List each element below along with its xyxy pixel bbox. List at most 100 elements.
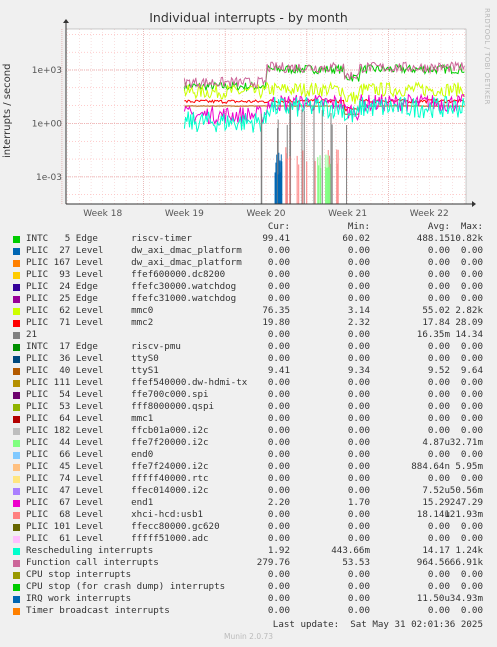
legend-row: PLIC 24 Edge ffefc30000.watchdog 0.00 0.00… bbox=[0, 281, 497, 293]
legend-row: PLIC 47 Level ffec014000.i2c 0.00 0.00 7.52… bbox=[0, 485, 497, 497]
legend-value-min: 0.00 bbox=[347, 521, 370, 532]
legend-value-max: 0.00 bbox=[460, 425, 483, 436]
y-tick-label: 1e+03 bbox=[32, 66, 62, 76]
x-tick-label: Week 18 bbox=[83, 209, 122, 219]
legend-row: PLIC 74 Level fffff40000.rtc 0.00 0.00 0.00… bbox=[0, 473, 497, 485]
legend-value-min: 2.32 bbox=[347, 317, 370, 328]
legend-row: PLIC 45 Level ffe7f24000.i2c 0.00 0.00 884.… bbox=[0, 461, 497, 473]
legend-value-cur: 2.20 bbox=[267, 497, 290, 508]
legend-swatch bbox=[13, 248, 20, 255]
legend-row: 21 0.00 0.00 16.35m 14.34 bbox=[0, 329, 497, 341]
legend-value-max: 0.00 bbox=[460, 581, 483, 592]
legend-row: PLIC 36 Level ttyS0 0.00 0.00 0.00 0.00 bbox=[0, 353, 497, 365]
legend-value-min: 0.00 bbox=[347, 473, 370, 484]
legend-value-min: 0.00 bbox=[347, 593, 370, 604]
legend-value-max: 1.24k bbox=[455, 545, 483, 556]
legend-value-cur: 0.00 bbox=[267, 413, 290, 424]
legend-row: PLIC 111 Level ffef540000.dw-hdmi-tx 0.00… bbox=[0, 377, 497, 389]
legend-value-cur: 0.00 bbox=[267, 329, 290, 340]
legend-value-cur: 0.00 bbox=[267, 281, 290, 292]
legend-value-avg: 9.52 bbox=[427, 365, 450, 376]
legend-value-min: 0.00 bbox=[347, 341, 370, 352]
y-tick-label: 1e-03 bbox=[36, 173, 62, 183]
legend-header-max: Max: bbox=[460, 221, 483, 232]
legend-value-avg: 0.00 bbox=[427, 245, 450, 256]
chart-title: Individual interrupts - by month bbox=[149, 10, 348, 25]
legend-series-name: PLIC 66 Level end0 bbox=[26, 449, 154, 460]
legend-series-name: PLIC 25 Edge ffefc31000.watchdog bbox=[26, 293, 237, 304]
legend-swatch bbox=[13, 476, 20, 483]
legend-value-avg: 0.00 bbox=[427, 521, 450, 532]
legend-value-min: 0.00 bbox=[347, 245, 370, 256]
legend-series-name: PLIC 45 Level ffe7f24000.i2c bbox=[26, 461, 209, 472]
legend-swatch bbox=[13, 416, 20, 423]
legend-row: PLIC 167 Level dw_axi_dmac_platform 0.00 0… bbox=[0, 257, 497, 269]
series-line-26 bbox=[183, 96, 465, 133]
legend-swatch bbox=[13, 368, 20, 375]
legend-row: PLIC 66 Level end0 0.00 0.00 0.00 0.00 bbox=[0, 449, 497, 461]
legend-swatch bbox=[13, 356, 20, 363]
x-tick-label: Week 22 bbox=[410, 209, 449, 219]
legend-swatch bbox=[13, 332, 20, 339]
legend-swatch bbox=[13, 284, 20, 291]
legend-row: PLIC 93 Level ffef600000.dc8200 0.00 0.00 0… bbox=[0, 269, 497, 281]
legend-series-name: PLIC 44 Level ffe7f20000.i2c bbox=[26, 437, 209, 448]
legend-value-min: 0.00 bbox=[347, 293, 370, 304]
legend-row: PLIC 71 Level mmc2 19.80 2.32 17.84 28.09 bbox=[0, 317, 497, 329]
legend-value-min: 53.53 bbox=[342, 557, 370, 568]
legend-swatch bbox=[13, 236, 20, 243]
legend-series-name: PLIC 27 Level dw_axi_dmac_platform bbox=[26, 245, 242, 256]
legend-row: PLIC 182 Level ffcb01a000.i2c 0.00 0.00 0.0… bbox=[0, 425, 497, 437]
legend-swatch bbox=[13, 260, 20, 267]
legend-value-avg: 11.50u bbox=[416, 593, 450, 604]
legend-value-avg: 0.00 bbox=[427, 425, 450, 436]
legend-value-min: 443.66m bbox=[331, 545, 370, 556]
legend-value-min: 0.00 bbox=[347, 581, 370, 592]
vendor-watermark: RRDTOOL / TOBI OETIKER bbox=[483, 8, 491, 105]
legend-series-name: PLIC 36 Level ttyS0 bbox=[26, 353, 159, 364]
legend-value-cur: 0.00 bbox=[267, 377, 290, 388]
legend-row: IRQ work interrupts 0.00 0.00 11.50u 34.93m bbox=[0, 593, 497, 605]
legend-series-name: PLIC 54 Level ffe700c000.spi bbox=[26, 389, 209, 400]
legend-header-avg: Avg: bbox=[427, 221, 450, 232]
legend-value-avg: 964.56 bbox=[416, 557, 450, 568]
legend-value-max: 0.00 bbox=[460, 521, 483, 532]
legend-rows: INTC 5 Edge riscv-timer 99.41 60.02 488.15 1… bbox=[0, 233, 497, 617]
legend-value-max: 0.00 bbox=[460, 281, 483, 292]
legend-value-cur: 0.00 bbox=[267, 293, 290, 304]
legend-row: PLIC 40 Level ttyS1 9.41 9.34 9.52 9.64 bbox=[0, 365, 497, 377]
legend-value-avg: 0.00 bbox=[427, 281, 450, 292]
legend: Cur: Min: Avg: Max: INTC 5 Edge riscv-ti… bbox=[0, 221, 497, 617]
legend-value-cur: 0.00 bbox=[267, 605, 290, 616]
legend-swatch bbox=[13, 404, 20, 411]
legend-swatch bbox=[13, 296, 20, 303]
legend-value-avg: 17.84 bbox=[422, 317, 450, 328]
legend-value-max: 34.93m bbox=[449, 593, 483, 604]
legend-value-max: 0.00 bbox=[460, 533, 483, 544]
legend-value-cur: 0.00 bbox=[267, 461, 290, 472]
legend-series-name: 21 bbox=[26, 329, 38, 340]
legend-value-min: 0.00 bbox=[347, 353, 370, 364]
legend-swatch bbox=[13, 500, 20, 507]
last-update: Last update: Sat May 31 02:01:36 2025 bbox=[272, 619, 483, 630]
legend-swatch bbox=[13, 428, 20, 435]
legend-value-cur: 0.00 bbox=[267, 341, 290, 352]
legend-value-min: 0.00 bbox=[347, 269, 370, 280]
legend-value-cur: 0.00 bbox=[267, 437, 290, 448]
legend-header-cur: Cur: bbox=[267, 221, 290, 232]
legend-series-name: PLIC 67 Level end1 bbox=[26, 497, 154, 508]
legend-header-min: Min: bbox=[347, 221, 370, 232]
legend-value-min: 0.00 bbox=[347, 437, 370, 448]
legend-row: PLIC 44 Level ffe7f20000.i2c 0.00 0.00 4.87… bbox=[0, 437, 497, 449]
legend-swatch bbox=[13, 452, 20, 459]
legend-row: PLIC 27 Level dw_axi_dmac_platform 0.00 0.… bbox=[0, 245, 497, 257]
legend-value-cur: 76.35 bbox=[262, 305, 290, 316]
legend-value-cur: 0.00 bbox=[267, 533, 290, 544]
legend-value-max: 0.00 bbox=[460, 413, 483, 424]
legend-series-name: Rescheduling interrupts bbox=[26, 545, 154, 556]
legend-value-cur: 0.00 bbox=[267, 389, 290, 400]
legend-series-name: PLIC 53 Level fff8000000.qspi bbox=[26, 401, 215, 412]
legend-value-cur: 0.00 bbox=[267, 569, 290, 580]
x-axis-arrow bbox=[472, 201, 476, 207]
legend-swatch bbox=[13, 572, 20, 579]
